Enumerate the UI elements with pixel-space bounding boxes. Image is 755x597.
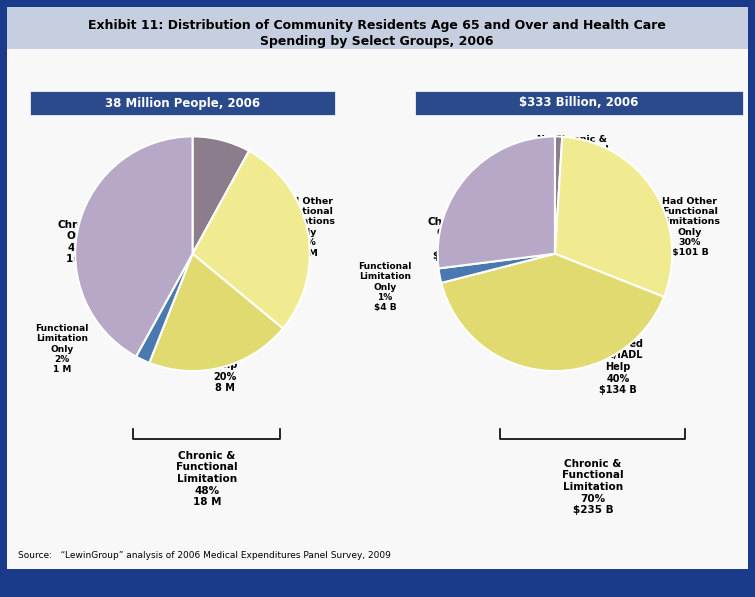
Wedge shape bbox=[136, 254, 193, 363]
Text: Chronic
Only
42%
16 M: Chronic Only 42% 16 M bbox=[57, 220, 103, 264]
Wedge shape bbox=[438, 136, 555, 269]
Text: Chronic &
Functional
Limitation
70%
$235 B: Chronic & Functional Limitation 70% $235… bbox=[562, 459, 624, 515]
Wedge shape bbox=[555, 136, 562, 254]
Text: $333 Billion, 2006: $333 Billion, 2006 bbox=[519, 97, 639, 109]
Text: Received
ADL/IADL
Help
20%
8 M: Received ADL/IADL Help 20% 8 M bbox=[200, 337, 250, 393]
Text: Chronic &
Functional
Limitation
48%
18 M: Chronic & Functional Limitation 48% 18 M bbox=[176, 451, 238, 507]
Bar bbox=[7, 7, 748, 49]
Wedge shape bbox=[149, 254, 283, 371]
Wedge shape bbox=[76, 136, 193, 356]
Wedge shape bbox=[439, 254, 555, 283]
Text: Had Other
Functional
Limitations
Only
28%
10 M: Had Other Functional Limitations Only 28… bbox=[275, 196, 335, 257]
Text: Received
ADL/IADL
Help
40%
$134 B: Received ADL/IADL Help 40% $134 B bbox=[593, 339, 643, 395]
Bar bbox=[30, 91, 335, 115]
Text: No Chronic &
No Functional
Limitation
1%
$4 B: No Chronic & No Functional Limitation 1%… bbox=[535, 135, 609, 185]
Text: Functional
Limitation
Only
1%
$4 B: Functional Limitation Only 1% $4 B bbox=[359, 261, 411, 312]
Text: No Chronic &
No Functional
Limitation
8%
3 M: No Chronic & No Functional Limitation 8%… bbox=[163, 141, 237, 192]
Wedge shape bbox=[555, 137, 672, 297]
Text: Spending by Select Groups, 2006: Spending by Select Groups, 2006 bbox=[260, 35, 494, 48]
Text: Source:   “LewinGroup” analysis of 2006 Medical Expenditures Panel Survey, 2009: Source: “LewinGroup” analysis of 2006 Me… bbox=[18, 550, 391, 559]
Wedge shape bbox=[193, 136, 249, 254]
Text: Had Other
Functional
Limitations
Only
30%
$101 B: Had Other Functional Limitations Only 30… bbox=[660, 196, 720, 257]
Wedge shape bbox=[441, 254, 664, 371]
Text: Functional
Limitation
Only
2%
1 M: Functional Limitation Only 2% 1 M bbox=[35, 324, 88, 374]
Text: 38 Million People, 2006: 38 Million People, 2006 bbox=[106, 97, 260, 109]
Bar bbox=[415, 91, 743, 115]
Wedge shape bbox=[193, 151, 310, 328]
Text: Chronic
Only
27%
$91 B: Chronic Only 27% $91 B bbox=[427, 217, 473, 261]
Text: Exhibit 11: Distribution of Community Residents Age 65 and Over and Health Care: Exhibit 11: Distribution of Community Re… bbox=[88, 19, 666, 32]
